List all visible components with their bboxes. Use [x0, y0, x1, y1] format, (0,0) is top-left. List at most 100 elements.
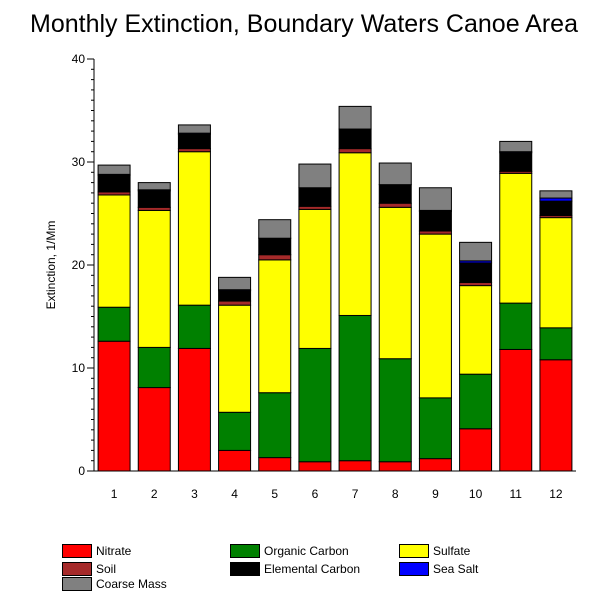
legend-swatch-nitrate [62, 544, 92, 558]
bar-nitrate-2 [137, 387, 171, 472]
legend-label-soil: Soil [96, 562, 117, 576]
bar-nitrate-12 [539, 359, 573, 472]
y-tick-label: 20 [72, 258, 86, 272]
bar-nitrate-10 [459, 428, 493, 472]
bar-organic-carbon-4 [218, 411, 252, 451]
x-tick-label: 1 [111, 487, 118, 501]
x-tick-label: 8 [392, 487, 399, 501]
bar-coarse-mass-12 [539, 190, 573, 199]
bar-coarse-mass-9 [418, 187, 452, 211]
bar-elemental-carbon-11 [499, 152, 533, 172]
bar-nitrate-7 [338, 460, 372, 472]
bar-coarse-mass-5 [258, 219, 292, 239]
legend-item-elemental-carbon: Elemental Carbon [230, 561, 360, 577]
bar-coarse-mass-8 [378, 162, 412, 186]
bar-organic-carbon-2 [137, 346, 171, 389]
legend-item-soil: Soil [62, 561, 116, 577]
bar-organic-carbon-10 [459, 373, 493, 430]
bar-elemental-carbon-5 [258, 237, 292, 256]
bar-organic-carbon-1 [97, 306, 131, 342]
bar-soil-7 [338, 148, 372, 154]
y-tick-label: 40 [72, 52, 86, 66]
bar-coarse-mass-6 [298, 163, 332, 189]
legend-item-coarse-mass: Coarse Mass [62, 576, 167, 592]
bar-sulfate-9 [418, 233, 452, 399]
x-tick-label: 10 [469, 487, 483, 501]
legend-item-nitrate: Nitrate [62, 543, 131, 559]
x-tick-label: 6 [312, 487, 319, 501]
bar-coarse-mass-7 [338, 105, 372, 130]
bar-sulfate-4 [218, 304, 252, 413]
bar-nitrate-5 [258, 457, 292, 472]
bar-sulfate-6 [298, 208, 332, 349]
bar-organic-carbon-12 [539, 327, 573, 361]
bar-elemental-carbon-3 [177, 133, 211, 150]
legend-swatch-coarse-mass [62, 577, 92, 591]
bar-elemental-carbon-10 [459, 262, 493, 284]
bar-elemental-carbon-8 [378, 184, 412, 204]
chart-title: Monthly Extinction, Boundary Waters Cano… [30, 10, 578, 38]
bar-nitrate-4 [218, 449, 252, 472]
bar-sulfate-11 [499, 172, 533, 304]
x-tick-label: 5 [271, 487, 278, 501]
bar-nitrate-9 [418, 458, 452, 472]
bar-organic-carbon-6 [298, 347, 332, 463]
bar-soil-5 [258, 254, 292, 261]
legend-swatch-sea-salt [399, 562, 429, 576]
bar-sulfate-10 [459, 285, 493, 375]
bar-coarse-mass-2 [137, 182, 171, 191]
bar-coarse-mass-3 [177, 124, 211, 134]
bar-organic-carbon-11 [499, 302, 533, 350]
x-tick-label: 2 [151, 487, 158, 501]
x-tick-label: 9 [432, 487, 439, 501]
x-tick-label: 12 [549, 487, 563, 501]
legend-label-elemental-carbon: Elemental Carbon [264, 562, 361, 576]
bar-elemental-carbon-9 [418, 210, 452, 232]
bar-sulfate-12 [539, 217, 573, 329]
bar-elemental-carbon-7 [338, 128, 372, 150]
bar-nitrate-1 [97, 340, 131, 472]
legend-label-sulfate: Sulfate [433, 544, 471, 558]
bar-sulfate-7 [338, 152, 372, 316]
y-tick-label: 30 [72, 155, 86, 169]
bar-sulfate-3 [177, 151, 211, 306]
bar-elemental-carbon-6 [298, 187, 332, 207]
bar-soil-4 [218, 300, 252, 306]
bar-nitrate-8 [378, 461, 412, 472]
x-tick-label: 3 [191, 487, 198, 501]
y-axis-label: Extinction, 1/Mm [44, 221, 58, 310]
bar-organic-carbon-3 [177, 304, 211, 349]
bar-sulfate-5 [258, 259, 292, 394]
bar-sulfate-2 [137, 209, 171, 348]
bar-nitrate-11 [499, 348, 533, 472]
bar-coarse-mass-11 [499, 140, 533, 153]
bar-elemental-carbon-1 [97, 174, 131, 193]
bar-coarse-mass-4 [218, 276, 252, 291]
bar-organic-carbon-5 [258, 392, 292, 459]
legend-swatch-organic-carbon [230, 544, 260, 558]
legend-label-sea-salt: Sea Salt [433, 562, 479, 576]
legend-item-organic-carbon: Organic Carbon [230, 543, 349, 559]
bar-sulfate-1 [97, 194, 131, 308]
legend-label-coarse-mass: Coarse Mass [96, 577, 167, 591]
x-tick-label: 11 [510, 487, 523, 501]
y-tick-label: 0 [78, 464, 85, 478]
bar-elemental-carbon-12 [539, 200, 573, 217]
legend-label-nitrate: Nitrate [96, 544, 132, 558]
legend-swatch-sulfate [399, 544, 429, 558]
legend-label-organic-carbon: Organic Carbon [264, 544, 349, 558]
bar-nitrate-6 [298, 461, 332, 472]
bar-soil-8 [378, 202, 412, 208]
bar-nitrate-3 [177, 347, 211, 472]
chart-legend: Nitrate Soil Coarse Mass Organic Carbon … [62, 543, 582, 595]
legend-swatch-elemental-carbon [230, 562, 260, 576]
bar-organic-carbon-8 [378, 358, 412, 463]
bar-coarse-mass-10 [459, 241, 493, 262]
legend-item-sea-salt: Sea Salt [399, 561, 478, 577]
bar-elemental-carbon-4 [218, 290, 252, 302]
y-tick-label: 10 [72, 361, 86, 375]
bar-elemental-carbon-2 [137, 190, 171, 208]
bar-organic-carbon-9 [418, 397, 452, 460]
x-tick-label: 4 [231, 487, 238, 501]
